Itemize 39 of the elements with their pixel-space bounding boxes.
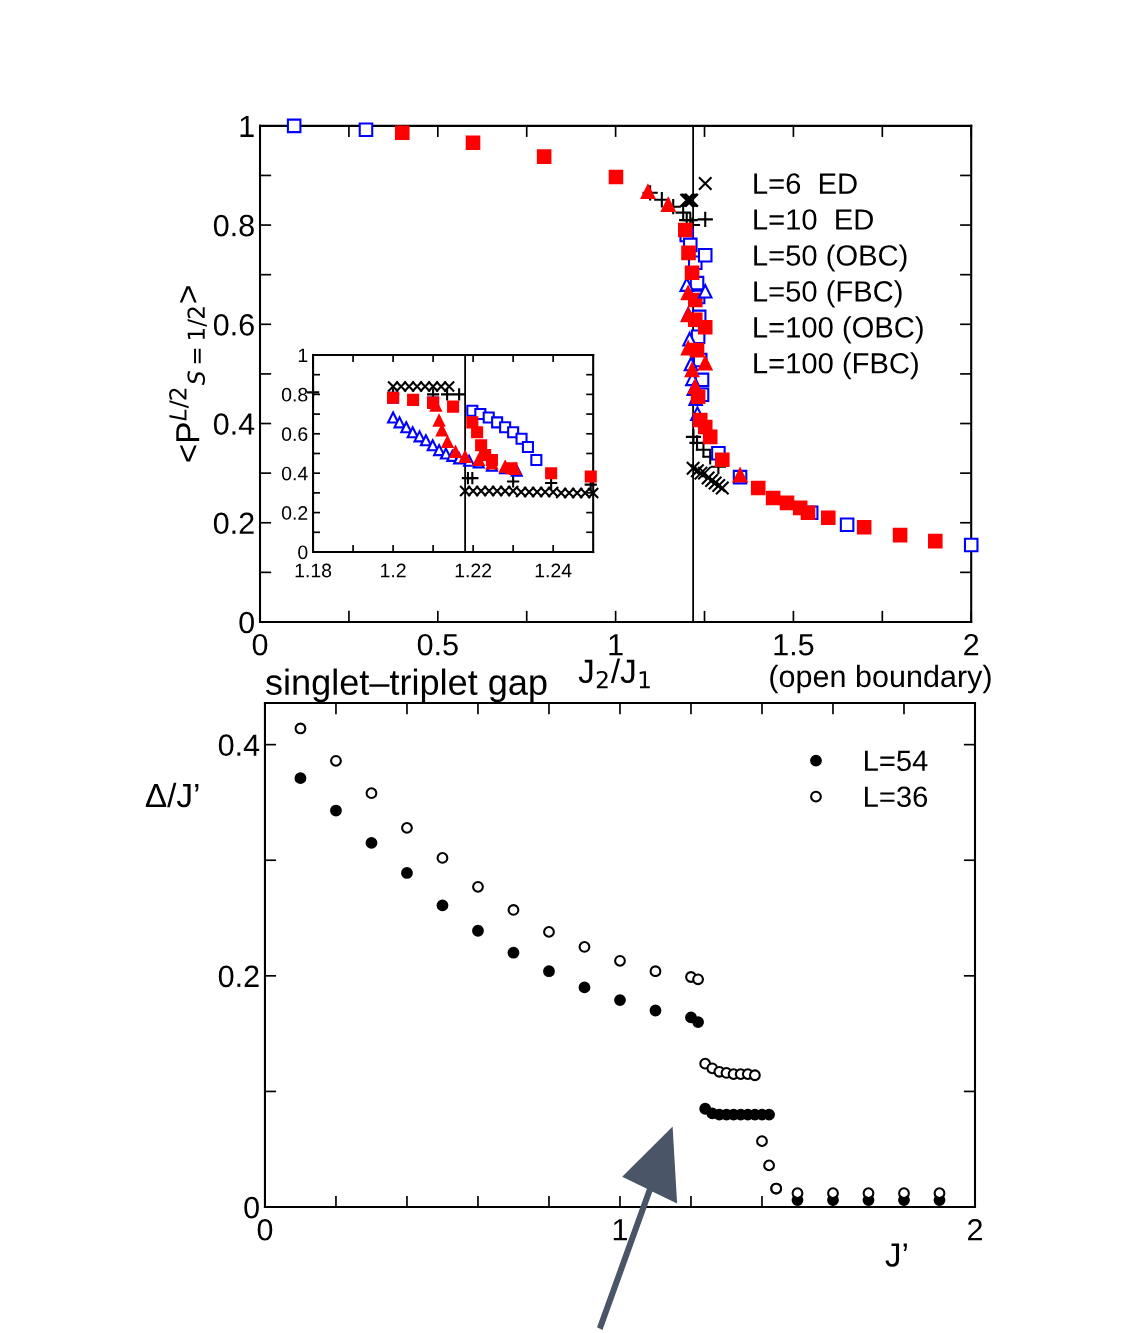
y-tick-label: 0.4 xyxy=(218,734,260,757)
text: (open boundary) xyxy=(770,664,991,694)
legend-label: L=50 (FBC) xyxy=(754,280,902,308)
chart-title: singlet–triplet gap xyxy=(265,668,547,703)
y-tick-label: 0.8 xyxy=(281,387,308,402)
y-tick-label: 0.8 xyxy=(213,214,254,237)
y-tick-label: 0.4 xyxy=(213,413,255,435)
x-tick-label: 1.22 xyxy=(455,563,492,578)
y-tick-label: 0.2 xyxy=(213,512,254,535)
x-axis-title: J’ xyxy=(885,1243,907,1267)
y-tick-label: 1 xyxy=(298,348,308,363)
legend-label: L=10 ED xyxy=(754,209,873,230)
legend-label: L=100 (OBC) xyxy=(754,316,923,344)
x-tick-label: 2 xyxy=(968,1218,982,1241)
y-tick-label: 0.4 xyxy=(281,466,308,481)
x-tick-label: 1.5 xyxy=(774,634,814,656)
y-tick-label: 0 xyxy=(239,611,254,634)
x-tick-label: 1 xyxy=(609,634,623,656)
y-tick-label: 0.6 xyxy=(281,427,308,442)
y-tick-label: 0 xyxy=(244,1196,259,1219)
x-axis-title: J$_{2}$/J$_{1}$ xyxy=(578,658,650,689)
x-tick-label: 1.2 xyxy=(381,563,406,578)
x-tick-label: 2 xyxy=(964,633,979,656)
legend-label: L=100 (FBC) xyxy=(754,352,918,380)
y-tick-label: 0.2 xyxy=(281,506,308,520)
x-tick-label: 1.24 xyxy=(535,563,572,578)
legend-label: L=36 xyxy=(865,786,928,808)
legend-label: L=6 ED xyxy=(754,173,857,194)
x-tick-label: 1 xyxy=(613,1219,627,1241)
y-tick-label: 1 xyxy=(240,115,254,137)
y-axis-title: Δ/J’ xyxy=(145,782,199,808)
y-tick-label: 0 xyxy=(298,545,308,560)
x-tick-label: 0.5 xyxy=(417,633,458,656)
y-tick-label: 0.2 xyxy=(218,965,259,988)
y-tick-label: 0.6 xyxy=(213,314,254,336)
legend-label: L=50 (OBC) xyxy=(754,244,907,272)
y-axis-title: <P$^{L/2}$$_{S=1/2}$> xyxy=(169,286,207,462)
legend-label: L=54 xyxy=(865,750,928,772)
x-tick-label: 1.18 xyxy=(295,563,332,578)
